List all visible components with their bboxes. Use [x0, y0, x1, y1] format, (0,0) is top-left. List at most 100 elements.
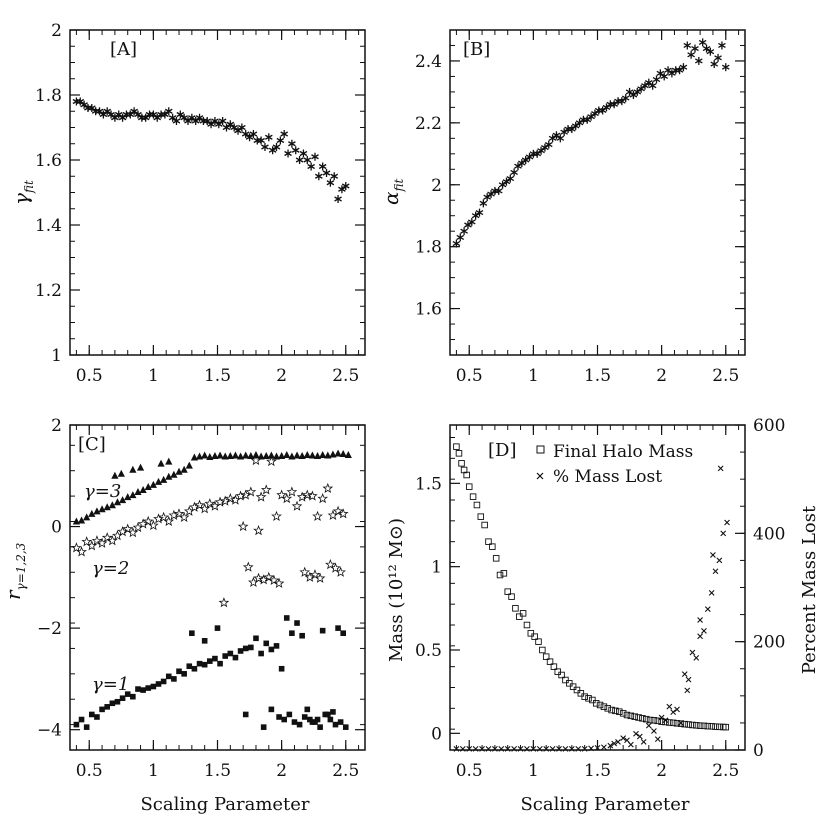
data-point	[273, 643, 280, 649]
data-point	[199, 503, 211, 514]
panel-a-ylabel-main: γ	[9, 193, 33, 205]
data-point	[245, 133, 254, 142]
data-point	[677, 720, 685, 727]
y-right-tick-label: 0	[753, 741, 764, 761]
data-point	[504, 746, 511, 752]
y-tick-label: 1.8	[415, 238, 442, 258]
panel-b-points	[452, 38, 730, 248]
data-point	[176, 110, 185, 119]
data-point	[639, 715, 646, 722]
data-point	[183, 505, 195, 516]
data-point	[629, 91, 638, 99]
data-point	[481, 521, 488, 529]
data-point	[175, 467, 183, 475]
data-point	[539, 646, 546, 654]
data-point	[330, 562, 341, 573]
data-point	[550, 663, 558, 670]
data-point	[76, 546, 87, 557]
data-point	[278, 451, 286, 459]
x-tick-label: 0.5	[76, 761, 103, 781]
panel-c-ylabel-sub: γ=1,2,3	[14, 542, 28, 590]
data-point	[118, 496, 127, 504]
data-point	[286, 486, 298, 497]
data-point	[281, 492, 293, 504]
data-point	[322, 169, 331, 177]
data-point	[252, 450, 260, 458]
data-point	[683, 41, 692, 50]
data-point	[276, 714, 282, 720]
data-point	[498, 746, 505, 752]
data-point	[601, 744, 607, 751]
data-point	[322, 482, 334, 494]
data-point	[163, 515, 175, 527]
data-point	[459, 746, 466, 752]
data-point	[581, 693, 588, 700]
data-point	[541, 143, 549, 152]
data-point	[335, 566, 346, 577]
data-point	[288, 139, 296, 148]
data-point	[99, 110, 108, 119]
data-point	[662, 718, 669, 726]
panel-a-ylabel-sub: fit	[22, 180, 36, 194]
data-point	[307, 162, 315, 171]
data-point	[498, 180, 507, 189]
data-point	[136, 463, 145, 471]
data-point	[607, 742, 614, 749]
panel-d-points	[453, 443, 730, 752]
data-point	[295, 156, 304, 164]
data-point	[558, 671, 565, 679]
y-tick-label: 1	[431, 558, 442, 578]
data-point	[180, 113, 188, 122]
data-point	[664, 66, 672, 75]
data-point	[108, 501, 116, 509]
data-point	[190, 453, 199, 461]
data-point	[272, 143, 281, 151]
data-point	[337, 508, 349, 519]
data-point	[464, 221, 472, 229]
x-tick-label: 1.5	[584, 761, 611, 781]
data-point	[267, 451, 275, 459]
data-point	[315, 172, 323, 181]
data-point	[272, 452, 281, 460]
data-point	[322, 711, 329, 718]
data-point	[637, 84, 645, 93]
data-point	[289, 630, 295, 637]
data-point	[467, 217, 476, 226]
data-point	[502, 177, 511, 186]
data-point	[130, 693, 136, 700]
data-point	[218, 117, 227, 125]
panel-c-ylabel-main: r	[1, 589, 25, 600]
data-point	[308, 451, 317, 459]
data-point	[161, 110, 169, 119]
x-tick-label: 0.5	[76, 366, 103, 386]
panel-b-ylabel: αfit	[379, 178, 406, 205]
data-point	[249, 130, 258, 138]
data-point	[171, 676, 177, 682]
data-point	[689, 649, 696, 656]
data-point	[230, 123, 238, 132]
data-point	[695, 56, 703, 65]
data-point	[612, 707, 619, 715]
panel-a: [A] γfit 0.5 1 1.5 2 2.5 1 1.2 1.4 1.6 1.8 2	[9, 21, 366, 386]
panel-d-legend: Final Halo Mass % Mass Lost	[536, 442, 693, 487]
data-point	[471, 211, 480, 220]
data-point	[191, 117, 200, 125]
data-point	[721, 63, 730, 72]
data-point	[111, 471, 119, 479]
x-tick-label: 2	[276, 366, 287, 386]
data-point	[253, 136, 262, 145]
data-point	[247, 451, 255, 459]
data-point	[722, 723, 730, 731]
y-tick-label: 2	[431, 176, 442, 196]
x-tick-label: 2	[656, 761, 667, 781]
data-point	[77, 516, 86, 524]
data-point	[324, 451, 332, 459]
data-point	[693, 722, 700, 729]
y-tick-label: 0	[431, 724, 442, 744]
y-tick-label: 2	[51, 21, 62, 41]
data-point	[537, 146, 545, 155]
data-point	[134, 110, 142, 119]
data-point	[704, 606, 711, 613]
data-point	[99, 706, 105, 713]
data-point	[283, 450, 291, 458]
